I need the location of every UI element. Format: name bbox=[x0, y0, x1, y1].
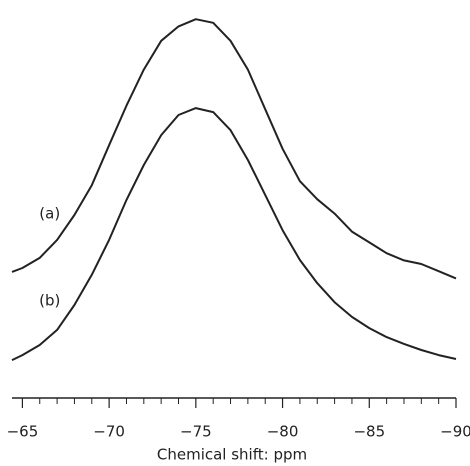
spectrum-line bbox=[11, 18, 457, 280]
x-tick-label: −65 bbox=[7, 423, 39, 441]
x-tick-label: −70 bbox=[93, 423, 125, 441]
x-tick-label: −85 bbox=[353, 423, 385, 441]
x-tick-label: −75 bbox=[180, 423, 212, 441]
x-axis-label: Chemical shift: ppm bbox=[157, 446, 307, 464]
spectrum-line bbox=[11, 107, 457, 362]
series-label: (a) bbox=[39, 204, 60, 222]
x-tick-label: −80 bbox=[267, 423, 299, 441]
x-tick-label: −90 bbox=[440, 423, 470, 441]
series-label: (b) bbox=[39, 292, 60, 310]
